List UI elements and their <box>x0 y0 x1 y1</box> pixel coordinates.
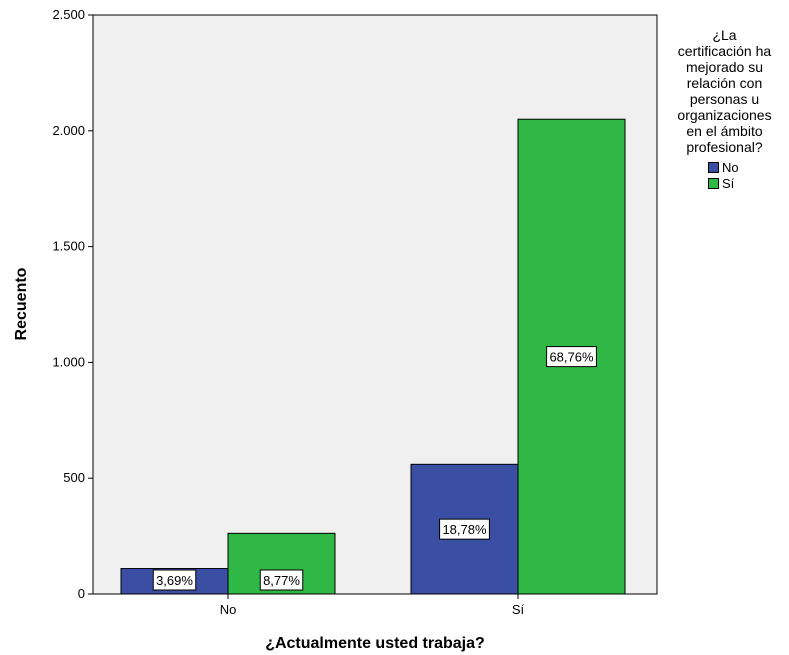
legend-swatch <box>708 177 719 189</box>
legend-swatch <box>708 161 719 173</box>
legend-item: No <box>708 159 787 175</box>
x-axis-title: ¿Actualmente usted trabaja? <box>265 635 485 652</box>
data-label-box <box>439 518 490 540</box>
bar-labels: 3,69% 8,77% 18,78% 68,76% <box>152 346 597 591</box>
x-tick-label: No <box>220 602 237 617</box>
data-label: 68,76% <box>549 350 594 365</box>
data-label: 3,69% <box>156 573 193 588</box>
x-tick-label: Sí <box>512 602 525 617</box>
y-tick-label: 1.500 <box>52 239 85 254</box>
legend-label: Sí <box>722 175 735 191</box>
y-axis: 0 500 1.000 1.500 2.000 2.500 <box>52 7 93 601</box>
data-label-box <box>259 569 304 591</box>
y-axis-title: Recuento <box>13 267 30 340</box>
data-label-box <box>152 569 197 591</box>
y-tick-label: 2.500 <box>52 7 85 22</box>
legend-title-line: organizaciones <box>677 107 772 123</box>
legend: ¿La certificación ha mejorado su relación c… <box>662 27 787 191</box>
y-tick-label: 500 <box>63 470 85 485</box>
data-label-box <box>546 346 597 368</box>
y-tick-label: 0 <box>78 586 85 601</box>
data-label: 8,77% <box>263 573 300 588</box>
legend-title-line: certificación ha <box>677 43 772 59</box>
legend-title: ¿La certificación ha mejorado su relación c… <box>662 27 787 155</box>
legend-title-line: profesional? <box>686 139 763 155</box>
legend-title-line: relación con <box>686 75 763 91</box>
y-tick-label: 1.000 <box>52 354 85 369</box>
legend-title-line: mejorado su <box>685 59 764 75</box>
legend-item: Sí <box>708 175 787 191</box>
data-label: 18,78% <box>442 522 487 537</box>
legend-title-line: en el ámbito <box>686 123 763 139</box>
legend-title-line: ¿La <box>712 27 737 43</box>
x-axis: No Sí <box>220 594 525 617</box>
y-tick-label: 2.000 <box>52 123 85 138</box>
legend-items: No Sí <box>708 159 787 191</box>
legend-label: No <box>722 159 739 175</box>
legend-title-line: personas u <box>689 91 760 107</box>
